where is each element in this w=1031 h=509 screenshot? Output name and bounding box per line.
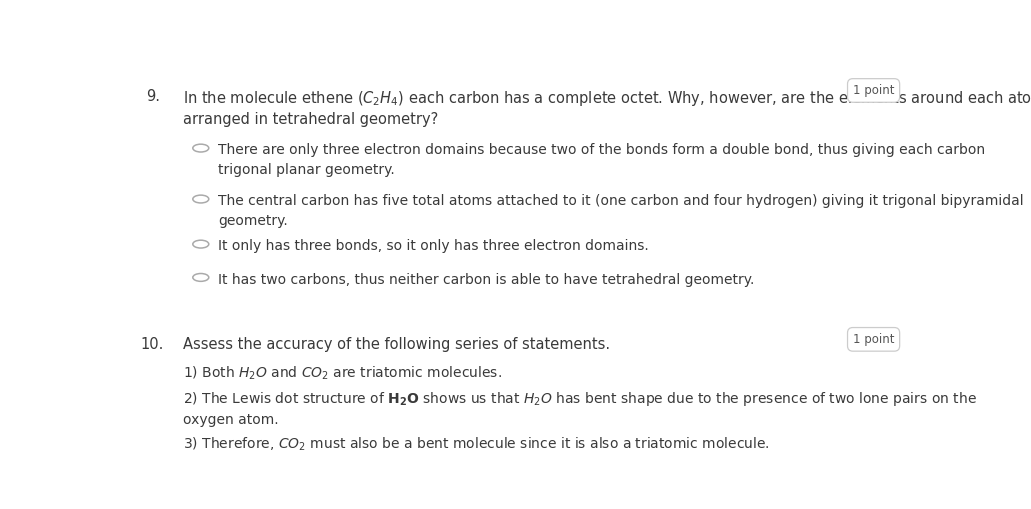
Text: arranged in tetrahedral geometry?: arranged in tetrahedral geometry? [184, 112, 438, 127]
Text: 1) Both $H_2O$ and $CO_2$ are triatomic molecules.: 1) Both $H_2O$ and $CO_2$ are triatomic … [184, 365, 502, 382]
Text: There are only three electron domains because two of the bonds form a double bon: There are only three electron domains be… [219, 144, 986, 177]
Text: It has two carbons, thus neither carbon is able to have tetrahedral geometry.: It has two carbons, thus neither carbon … [219, 273, 755, 287]
Text: The central carbon has five total atoms attached to it (one carbon and four hydr: The central carbon has five total atoms … [219, 194, 1024, 228]
Text: Assess the accuracy of the following series of statements.: Assess the accuracy of the following ser… [184, 337, 610, 352]
Text: 9.: 9. [146, 89, 161, 103]
Text: 1 point: 1 point [853, 84, 894, 97]
Text: 1 point: 1 point [853, 333, 894, 346]
Text: In the molecule ethene ($C_2H_4$) each carbon has a complete octet. Why, however: In the molecule ethene ($C_2H_4$) each c… [184, 89, 1031, 107]
Text: It only has three bonds, so it only has three electron domains.: It only has three bonds, so it only has … [219, 239, 650, 253]
Text: 2) The Lewis dot structure of $\bf{H_2O}$ shows us that $H_2O$ has bent shape du: 2) The Lewis dot structure of $\bf{H_2O}… [184, 389, 977, 408]
Text: 3) Therefore, $CO_2$ must also be a bent molecule since it is also a triatomic m: 3) Therefore, $CO_2$ must also be a bent… [184, 435, 770, 453]
Text: oxygen atom.: oxygen atom. [184, 413, 278, 427]
Text: 10.: 10. [141, 337, 164, 352]
